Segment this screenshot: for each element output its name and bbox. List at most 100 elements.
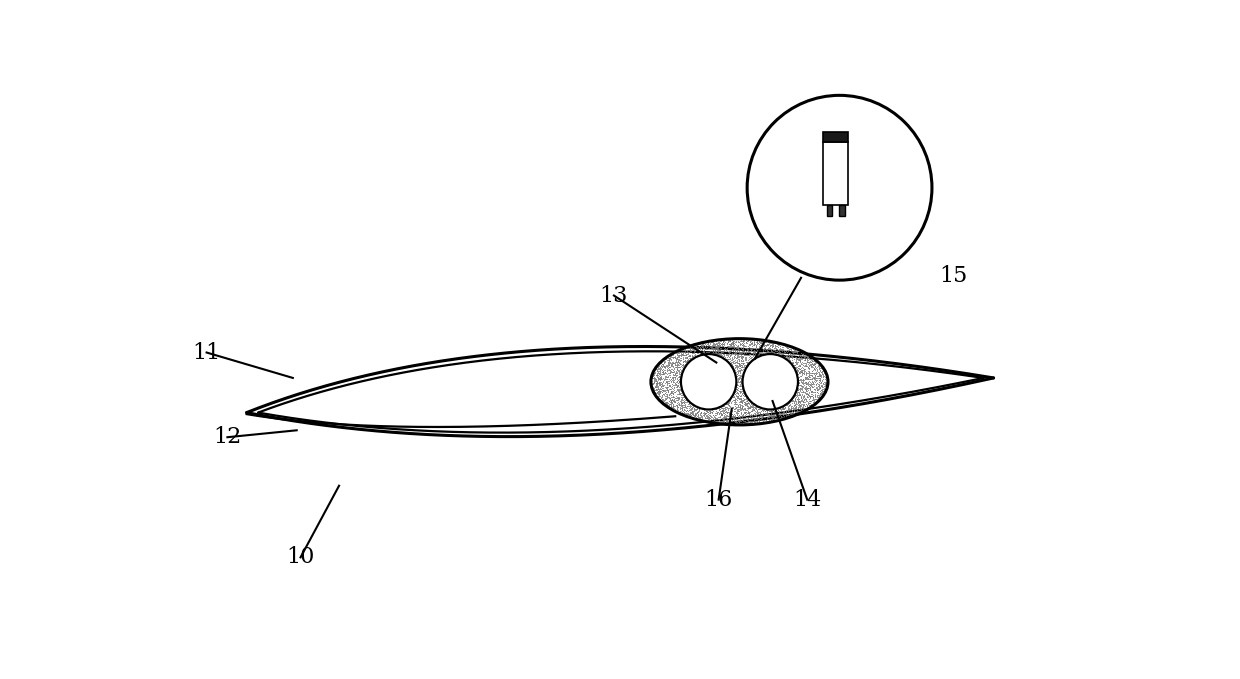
Point [663, 352, 683, 363]
Point [717, 407, 737, 418]
Point [729, 386, 749, 397]
Point [722, 396, 742, 407]
Point [680, 344, 699, 354]
Point [693, 343, 713, 354]
Point [812, 390, 832, 401]
Point [744, 405, 764, 416]
Point [763, 340, 782, 351]
Point [797, 399, 817, 410]
Point [717, 410, 737, 421]
Point [713, 416, 733, 426]
Point [800, 384, 820, 394]
Point [662, 359, 682, 369]
Point [737, 344, 756, 355]
Point [751, 338, 771, 349]
Point [749, 403, 769, 414]
Point [722, 339, 742, 350]
Point [712, 346, 732, 356]
Point [677, 356, 697, 367]
Point [671, 359, 691, 369]
Point [799, 362, 818, 373]
Point [739, 359, 759, 369]
Point [692, 344, 712, 354]
Point [784, 352, 804, 363]
Point [684, 410, 704, 421]
Point [733, 363, 753, 374]
Point [732, 404, 751, 415]
Point [740, 414, 760, 424]
Point [675, 396, 694, 407]
Point [661, 396, 681, 407]
Point [727, 394, 746, 405]
Point [676, 356, 696, 367]
Point [723, 410, 743, 421]
Point [734, 419, 754, 430]
Point [801, 357, 821, 368]
Point [703, 406, 723, 417]
Point [734, 350, 754, 361]
Point [698, 412, 718, 423]
Point [699, 342, 719, 352]
Point [653, 393, 673, 404]
Point [655, 392, 675, 403]
Point [795, 352, 815, 363]
Point [730, 414, 750, 424]
Point [775, 341, 795, 352]
Point [665, 377, 684, 388]
Point [755, 408, 775, 419]
Point [681, 344, 701, 355]
Point [691, 346, 711, 356]
Point [739, 333, 759, 344]
Point [740, 402, 760, 413]
Point [645, 373, 665, 384]
Point [787, 395, 807, 406]
Point [782, 406, 802, 417]
Point [787, 361, 807, 372]
Point [735, 399, 755, 410]
Point [781, 411, 801, 422]
Point [765, 345, 785, 356]
Point [800, 402, 820, 413]
Point [791, 395, 811, 406]
Point [801, 378, 821, 389]
Point [732, 352, 751, 363]
Point [727, 402, 746, 413]
Point [727, 348, 746, 359]
Point [727, 390, 746, 401]
Point [805, 386, 825, 397]
Point [817, 383, 837, 394]
Point [774, 349, 794, 360]
Point [661, 394, 681, 405]
Point [743, 349, 763, 360]
Point [719, 341, 739, 352]
Point [777, 405, 797, 416]
Point [646, 378, 666, 388]
Point [800, 403, 820, 414]
Point [715, 334, 735, 345]
Point [807, 371, 827, 382]
Point [658, 361, 678, 372]
Point [708, 336, 728, 347]
Point [759, 343, 779, 354]
Point [653, 398, 673, 409]
Point [661, 397, 681, 408]
Point [670, 384, 689, 395]
Point [805, 384, 825, 394]
Point [745, 347, 765, 358]
Point [759, 412, 779, 423]
Point [769, 414, 789, 424]
Point [661, 397, 681, 408]
Point [720, 341, 740, 352]
Point [742, 406, 761, 417]
Point [789, 354, 808, 365]
Point [746, 403, 766, 414]
Point [666, 353, 686, 364]
Point [786, 354, 806, 365]
Point [787, 388, 807, 399]
Point [673, 396, 693, 407]
Point [707, 340, 727, 350]
Point [764, 346, 784, 357]
Point [782, 344, 802, 354]
Point [800, 354, 820, 365]
Point [650, 371, 670, 382]
